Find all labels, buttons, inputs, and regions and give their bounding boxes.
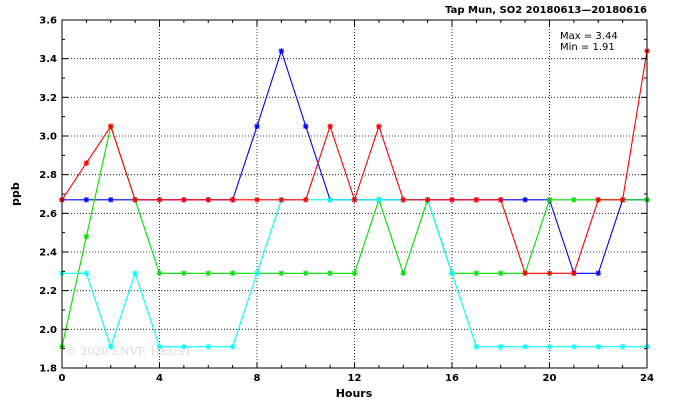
y-tick-label: 2.6 (39, 209, 57, 220)
data-point (327, 197, 333, 203)
x-tick-label: 4 (156, 373, 163, 384)
data-point (107, 197, 114, 203)
y-axis-title: ppb (9, 182, 22, 206)
data-point (156, 270, 163, 277)
data-point (181, 270, 187, 277)
x-tick-label: 16 (445, 373, 459, 384)
data-point (449, 270, 455, 277)
y-tick-label: 1.8 (39, 364, 57, 375)
data-point (473, 270, 480, 277)
x-tick-label: 8 (254, 373, 261, 384)
data-point (327, 270, 333, 277)
data-point (254, 123, 260, 130)
data-point (595, 270, 602, 277)
data-point (522, 270, 528, 277)
data-point (302, 197, 309, 203)
data-point (181, 197, 187, 203)
data-point (595, 343, 602, 350)
data-point (132, 197, 138, 203)
data-point (424, 197, 431, 203)
data-point (156, 343, 163, 350)
data-point (254, 270, 260, 277)
series-2 (59, 123, 650, 350)
data-point (132, 270, 138, 277)
data-point (254, 197, 260, 203)
grid (62, 20, 647, 368)
max-label: Max = 3.44 (560, 31, 618, 42)
data-point (205, 343, 212, 350)
x-tick-label: 0 (59, 373, 66, 384)
data-point (497, 270, 504, 277)
data-point (595, 197, 602, 203)
data-point (83, 270, 90, 277)
y-tick-label: 2.4 (39, 248, 57, 259)
data-point (327, 123, 333, 130)
data-point (546, 343, 553, 350)
data-point (156, 197, 163, 203)
data-point (400, 197, 407, 203)
data-point (205, 270, 212, 277)
data-point (83, 197, 90, 203)
y-tick-label: 3.6 (39, 16, 57, 27)
data-point (376, 123, 382, 130)
data-point (571, 343, 577, 350)
y-tick-label: 3.4 (39, 54, 57, 65)
y-tick-label: 2.0 (39, 325, 57, 336)
data-point (497, 197, 504, 203)
data-point (473, 197, 480, 203)
data-point (83, 160, 90, 166)
data-point (571, 197, 577, 203)
data-point (546, 270, 553, 277)
series-group (59, 48, 650, 350)
axis-ticks: 0 4 8 12 16 20 24 1.8 2.0 2.2 2.4 2.6 2.8 3.0 3.2 3.4 3.… (39, 16, 654, 385)
data-point (229, 197, 236, 203)
x-tick-label: 24 (640, 373, 654, 384)
data-point (522, 197, 528, 203)
data-point (351, 270, 358, 277)
y-tick-label: 3.2 (39, 93, 57, 104)
min-label: Min = 1.91 (560, 42, 615, 53)
data-point (278, 197, 285, 203)
data-point (522, 343, 528, 350)
y-tick-label: 3.0 (39, 132, 57, 143)
data-point (449, 197, 455, 203)
data-point (619, 343, 626, 350)
data-point (229, 270, 236, 277)
data-point (351, 197, 358, 203)
data-point (302, 270, 309, 277)
data-point (497, 343, 504, 350)
y-tick-label: 2.2 (39, 286, 57, 297)
data-point (107, 123, 114, 130)
data-point (205, 197, 212, 203)
data-point (473, 343, 480, 350)
data-point (546, 197, 553, 203)
data-point (181, 343, 187, 350)
data-point (229, 343, 236, 350)
data-point (107, 343, 114, 350)
chart-title: Tap Mun, SO2 20180613—20180616 (445, 5, 647, 16)
series-1 (59, 48, 650, 277)
data-point (302, 123, 309, 130)
data-point (83, 233, 90, 240)
data-point (571, 270, 577, 277)
x-tick-label: 12 (348, 373, 362, 384)
data-point (400, 270, 407, 277)
data-point (376, 197, 382, 203)
x-tick-label: 20 (543, 373, 557, 384)
data-point (619, 197, 626, 203)
data-point (278, 270, 285, 277)
series-4 (59, 48, 650, 277)
y-tick-label: 2.8 (39, 170, 57, 181)
x-axis-title: Hours (336, 387, 373, 400)
data-point (278, 48, 285, 54)
